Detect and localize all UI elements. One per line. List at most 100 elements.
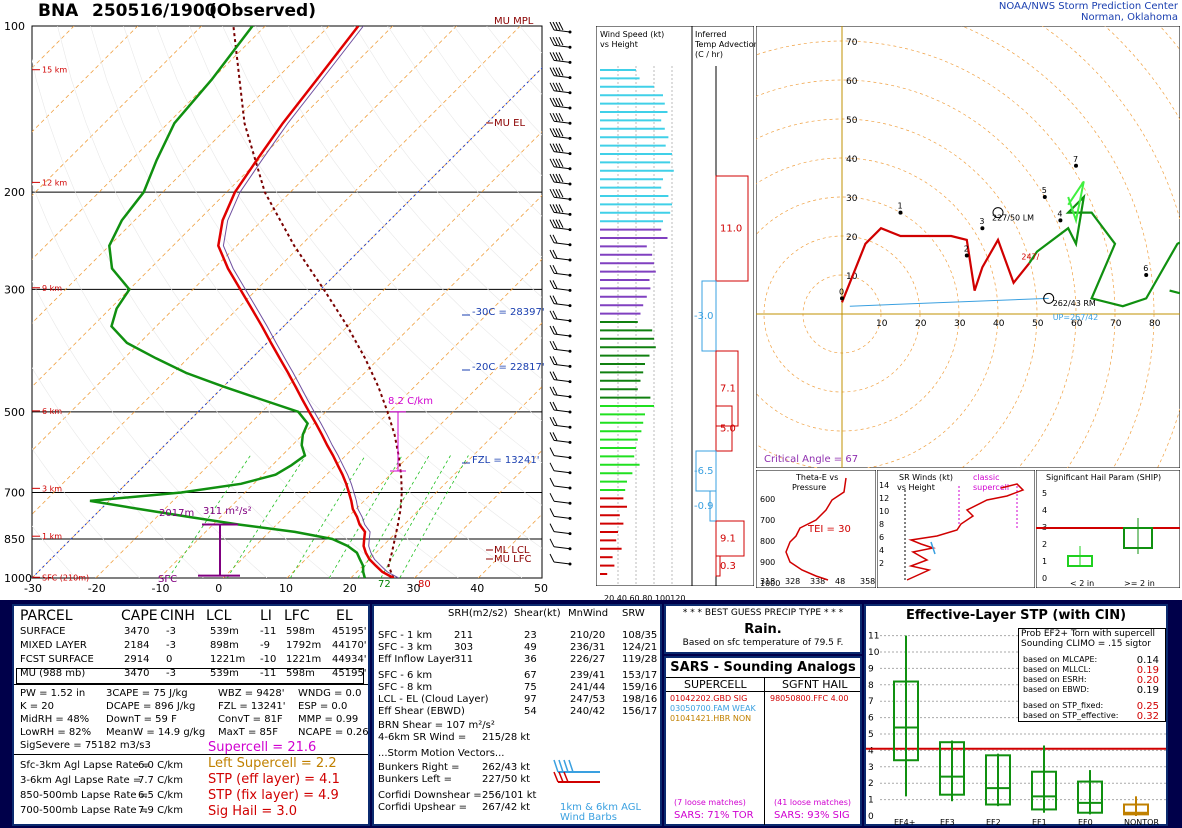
hodo-point-label: 2	[964, 245, 969, 254]
hodo-x-tick: 70	[1110, 319, 1122, 329]
tadv-title-3: (C / hr)	[695, 50, 723, 59]
height-label: 9 km	[42, 284, 62, 293]
barb-flag	[549, 97, 555, 107]
kh-srw: SRW	[622, 608, 645, 619]
barb-shaft	[553, 409, 571, 413]
wind-barb	[549, 371, 572, 384]
hodo-point-label: 4	[1057, 209, 1062, 218]
index-cell: MMP = 0.99	[298, 714, 359, 725]
barb-flag	[558, 97, 564, 107]
parcel-cell: 2184	[124, 640, 150, 651]
kin-cell: 210/20	[570, 630, 606, 641]
precip-title: * * * BEST GUESS PRECIP TYPE * * *	[682, 608, 844, 618]
wind-barb	[549, 264, 572, 277]
pressure-label: 700	[4, 486, 25, 499]
barb-dot	[568, 243, 572, 247]
stp-category: EF1	[1032, 818, 1047, 826]
hodo-x-tick: 80	[1149, 319, 1161, 329]
prob-row: based on ESRH: 0.20	[1023, 675, 1161, 686]
pressure-label: 1000	[4, 572, 32, 585]
kh-mnwind: MnWind	[568, 608, 609, 619]
kin-cell: 97	[524, 694, 537, 705]
hail-sig: SARS: 93% SIG	[774, 810, 850, 821]
temp-tick: 10	[279, 582, 293, 595]
barb-flag	[549, 234, 555, 244]
wind-barb	[549, 219, 572, 232]
barb-dot	[568, 106, 572, 110]
pressure-label: 100	[4, 22, 25, 33]
barb-flag	[549, 401, 555, 411]
prob-value: 0.14	[1136, 655, 1159, 666]
sounding-date: 250516/1900	[92, 1, 217, 21]
barb-shaft	[553, 59, 571, 63]
barb-flag	[558, 36, 564, 46]
wind-barb	[549, 553, 572, 566]
barb-dot	[568, 501, 572, 505]
dry-adiabat	[519, 26, 542, 54]
kin-cell: 226/27	[570, 654, 606, 665]
parcel-cell: 45195'	[332, 626, 367, 637]
barb-flag	[549, 36, 555, 46]
theta-x-tick: 338	[810, 577, 825, 586]
barb-dot	[568, 471, 572, 475]
lapse-cell: 6.5 C/km	[138, 790, 183, 801]
barb-flag	[549, 340, 555, 350]
index-cell: WBZ = 9428'	[218, 688, 285, 699]
mixing-ratio	[226, 455, 307, 578]
hodo-y-tick: 30	[846, 194, 858, 204]
dry-adiabat	[321, 26, 542, 298]
barb-flag	[558, 219, 564, 228]
kin-cell: 67	[524, 670, 537, 681]
srw-y-tick: 8	[879, 520, 884, 529]
kin-cell: 23	[524, 630, 537, 641]
barb-dot	[568, 91, 572, 95]
barb-shaft	[553, 379, 571, 383]
observed-label: (Observed)	[209, 1, 316, 21]
theta-title-1: Theta-E vs	[795, 473, 838, 482]
wind-barb	[549, 386, 572, 399]
barb-dot	[568, 516, 572, 520]
precip-panel: * * * BEST GUESS PRECIP TYPE * * * Rain.…	[664, 604, 862, 654]
stp-category: NONTOR	[1124, 818, 1159, 826]
wind-speed-title: Wind Speed (kt) vs Height	[600, 30, 664, 50]
barb-flag	[553, 759, 559, 773]
barb-shaft	[553, 257, 571, 261]
storm-motion-cell: Corfidi Upshear =	[378, 802, 467, 813]
barb-flag	[549, 67, 555, 76]
dry-adiabat	[32, 280, 268, 578]
tadv-title-2: Temp Advection	[695, 40, 759, 49]
stp-y-tick: 7	[868, 697, 874, 707]
parcel-cell: 539m	[210, 626, 239, 637]
kin-cell: SFC - 6 km	[378, 670, 433, 681]
barb-flag	[549, 280, 555, 289]
parcel-cell: 45195'	[332, 668, 367, 679]
analog-supercell-row: 01041421.HBR NON	[670, 714, 752, 723]
barb-flag	[558, 143, 564, 152]
kin-cell: 108/35	[622, 630, 658, 641]
barb-flag	[558, 67, 564, 76]
barb-shaft	[553, 531, 571, 535]
wind-barb	[549, 22, 572, 34]
ship-lo-label: < 2 in	[1070, 579, 1094, 588]
height-label: SFC (210m)	[42, 573, 89, 582]
parcel-cell: -11	[260, 668, 277, 679]
hodo-x-tick: 30	[954, 319, 966, 329]
barb-flag	[552, 234, 558, 244]
dry-adiabat	[288, 26, 542, 339]
barb-dot	[568, 395, 572, 399]
barb-dot	[568, 547, 572, 551]
barb-flag	[549, 477, 555, 487]
index-cell: DCAPE = 896 J/kg	[106, 701, 196, 712]
barb-label-1: 1km & 6km AGL	[560, 802, 642, 813]
barb-flag	[552, 280, 558, 289]
wind-barb	[549, 340, 572, 353]
ship-y-tick: 1	[1042, 557, 1047, 566]
barb-flag	[549, 295, 555, 304]
barb-dot	[568, 304, 572, 308]
barb-dot	[568, 228, 572, 232]
temp-adv-value: -6.5	[694, 466, 714, 477]
temp-tick: 50	[534, 582, 548, 595]
kin-cell: 241/44	[570, 682, 606, 693]
hodo-point	[840, 296, 844, 301]
barb-dot	[568, 121, 572, 125]
